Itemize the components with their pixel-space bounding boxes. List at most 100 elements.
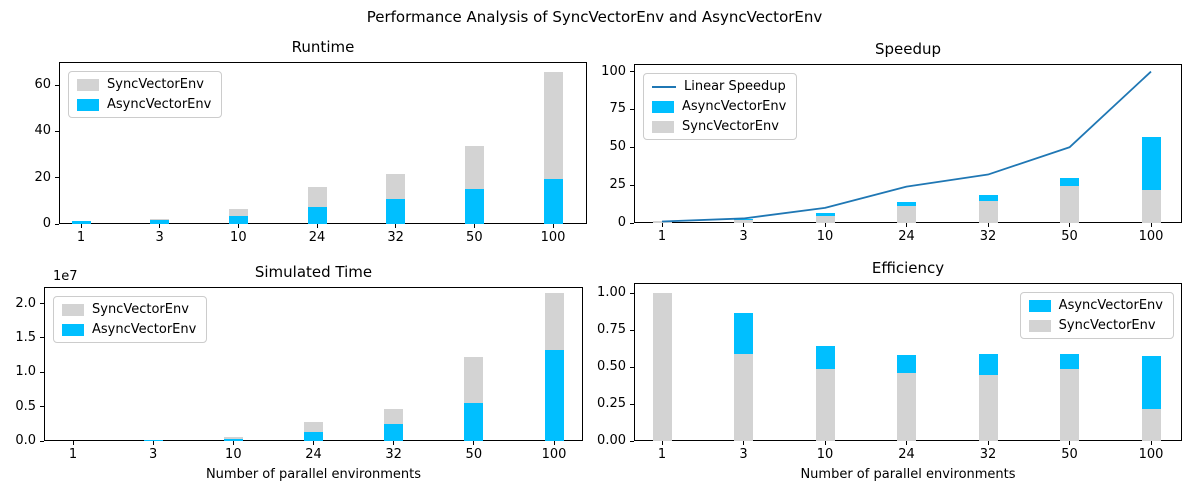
x-tick-mark	[743, 223, 744, 227]
speedup-bar-syncvectorenv	[815, 215, 835, 223]
speedup-title: Speedup	[874, 40, 942, 58]
speedup-linear-speedup-line	[661, 70, 1152, 223]
x-tick-mark	[393, 441, 395, 445]
legend-patch-swatch	[77, 78, 99, 91]
efficiency-legend: AsyncVectorEnv SyncVectorEnv	[1019, 292, 1174, 339]
x-tick-mark	[473, 224, 475, 228]
runtime-ytick-label: 60	[34, 77, 51, 93]
x-tick-mark	[906, 223, 907, 227]
legend-label: AsyncVectorEnv	[1058, 298, 1163, 313]
legend-entry: Linear Speedup	[652, 79, 786, 94]
runtime-bar-asyncvectorenv	[150, 219, 170, 224]
legend-patch-swatch	[62, 303, 84, 316]
runtime-xtick-label: 24	[308, 230, 326, 245]
efficiency-xtick-label: 32	[979, 447, 997, 462]
speedup-xtick-label: 32	[979, 229, 997, 244]
legend-label: SyncVectorEnv	[1058, 318, 1156, 333]
x-tick-mark	[1150, 441, 1152, 445]
simulated-time-bar-asyncvectorenv	[304, 431, 323, 441]
simulated-time-bar-asyncvectorenv	[544, 349, 564, 441]
y-tick-mark	[630, 292, 634, 294]
x-tick-mark	[1069, 223, 1070, 227]
speedup-xtick-label: 24	[898, 229, 915, 244]
x-tick-mark	[316, 224, 318, 228]
x-tick-mark	[987, 441, 989, 445]
simulated-time-xlabel: Number of parallel environments	[205, 467, 422, 482]
y-tick-mark	[630, 184, 634, 186]
x-tick-mark	[159, 224, 161, 228]
efficiency-bar-syncvectorenv	[1141, 408, 1161, 441]
speedup-bar-syncvectorenv	[1060, 185, 1079, 223]
simulated-time-bar-asyncvectorenv	[464, 403, 484, 441]
y-tick-mark	[40, 440, 44, 442]
legend-patch-swatch	[62, 323, 84, 336]
y-tick-mark	[630, 108, 634, 110]
efficiency-bar-syncvectorenv	[1060, 369, 1079, 441]
legend-label: AsyncVectorEnv	[92, 322, 197, 337]
y-tick-mark	[55, 177, 59, 179]
x-tick-mark	[824, 441, 826, 445]
legend-label: SyncVectorEnv	[682, 119, 779, 134]
simulated-time-bar-asyncvectorenv	[384, 424, 404, 441]
efficiency-ytick-label: 0.75	[597, 322, 626, 338]
speedup-bar-syncvectorenv	[652, 221, 672, 223]
y-tick-mark	[55, 223, 59, 225]
runtime-bar-asyncvectorenv	[228, 215, 248, 224]
efficiency-xtick-label: 1	[657, 447, 667, 462]
speedup-ytick-label: 100	[601, 63, 626, 79]
legend-patch-swatch	[1028, 319, 1051, 332]
simulated-time-ytick-label: 1.5	[15, 329, 36, 345]
efficiency-xtick-label: 3	[739, 447, 748, 462]
simulated-time-axis-offset-label: 1e7	[53, 269, 78, 284]
simulated-time-ytick-label: 2.0	[15, 295, 36, 311]
x-tick-mark	[906, 441, 907, 445]
speedup-xtick-label: 10	[816, 229, 834, 244]
speedup-ytick-label: 50	[609, 139, 626, 155]
efficiency-bar-syncvectorenv	[978, 374, 998, 441]
simulated-time-xtick-label: 10	[225, 447, 242, 462]
runtime-ytick-label: 40	[34, 123, 51, 139]
simulated-time-title: Simulated Time	[254, 263, 373, 281]
x-tick-mark	[395, 224, 397, 228]
speedup-xtick-label: 3	[739, 229, 748, 244]
x-tick-mark	[661, 223, 663, 227]
speedup-bar-syncvectorenv	[897, 206, 916, 223]
y-tick-mark	[40, 406, 44, 408]
y-tick-mark	[40, 337, 44, 339]
x-tick-mark	[987, 223, 989, 227]
efficiency-xtick-label: 10	[816, 447, 834, 462]
legend-entry: AsyncVectorEnv	[1028, 298, 1163, 313]
y-tick-mark	[55, 130, 59, 132]
runtime-ytick-label: 0	[42, 216, 51, 231]
speedup-bar-syncvectorenv	[978, 201, 998, 223]
legend-patch-swatch	[652, 100, 674, 113]
runtime-xtick-label: 32	[387, 230, 404, 245]
speedup-bar-syncvectorenv	[1141, 190, 1161, 223]
x-tick-mark	[152, 441, 154, 445]
simulated-time-ytick-label: 0.5	[15, 398, 36, 414]
x-tick-mark	[824, 223, 826, 227]
speedup-bar-syncvectorenv	[734, 220, 753, 223]
runtime-bar-asyncvectorenv	[464, 188, 484, 224]
legend-label: AsyncVectorEnv	[682, 99, 787, 114]
x-tick-mark	[1069, 441, 1070, 445]
efficiency-bar-syncvectorenv	[652, 293, 672, 441]
simulated-time-ytick-label: 0.0	[15, 433, 36, 448]
legend-entry: SyncVectorEnv	[652, 119, 786, 134]
figure-title: Performance Analysis of SyncVectorEnv an…	[366, 8, 823, 26]
legend-patch-swatch	[1028, 299, 1051, 312]
simulated-time-xtick-label: 24	[305, 447, 322, 462]
simulated-time-xtick-label: 3	[149, 447, 158, 462]
legend-label: Linear Speedup	[684, 79, 786, 94]
runtime-xtick-label: 3	[155, 230, 164, 245]
simulated-time-xtick-label: 50	[465, 447, 483, 462]
legend-entry: SyncVectorEnv	[62, 302, 196, 317]
x-tick-mark	[237, 224, 239, 228]
speedup-xtick-label: 50	[1061, 229, 1078, 244]
x-tick-mark	[661, 441, 663, 445]
efficiency-bar-syncvectorenv	[734, 353, 753, 441]
